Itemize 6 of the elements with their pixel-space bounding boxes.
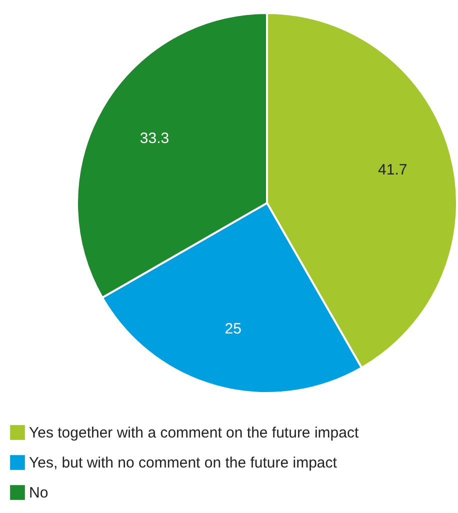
legend-label: Yes together with a comment on the future impact — [29, 424, 360, 442]
data-label: 25 — [224, 320, 242, 338]
legend-label: No — [29, 484, 48, 502]
legend-label: Yes, but with no comment on the future impact — [29, 454, 338, 472]
data-label: 33.3 — [140, 130, 170, 147]
data-label: 41.7 — [378, 161, 408, 178]
